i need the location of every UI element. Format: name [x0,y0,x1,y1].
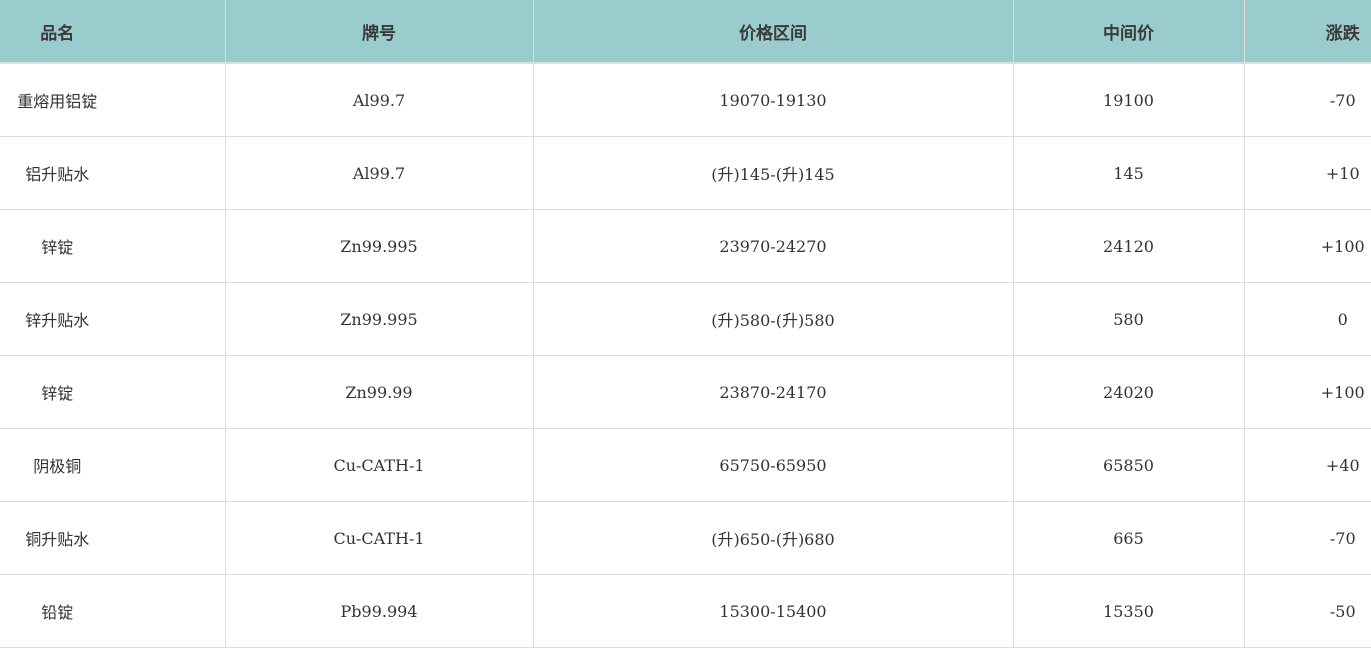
cell-product-name: 铜升贴水 [0,501,226,575]
table-row: 铅锭 Pb99.994 15300-15400 15350 -50 [0,574,1371,648]
cell-change: -70 [1244,63,1371,137]
cell-grade: Al99.7 [225,63,534,137]
cell-grade: Cu-CATH-1 [225,428,534,502]
cell-grade: Zn99.995 [225,282,534,356]
cell-grade: Cu-CATH-1 [225,501,534,575]
column-header-price-range: 价格区间 [533,0,1014,64]
cell-change: 0 [1244,282,1371,356]
cell-price-range: 15300-15400 [533,574,1014,648]
cell-mid-price: 24120 [1013,209,1245,283]
cell-price-range: (升)650-(升)680 [533,501,1014,575]
cell-price-range: 19070-19130 [533,63,1014,137]
cell-mid-price: 65850 [1013,428,1245,502]
cell-mid-price: 24020 [1013,355,1245,429]
column-header-change: 涨跌 [1244,0,1371,64]
table-row: 阴极铜 Cu-CATH-1 65750-65950 65850 +40 [0,428,1371,502]
cell-mid-price: 145 [1013,136,1245,210]
cell-product-name: 铝升贴水 [0,136,226,210]
cell-grade: Pb99.994 [225,574,534,648]
column-header-grade: 牌号 [225,0,534,64]
cell-change: +40 [1244,428,1371,502]
cell-grade: Al99.7 [225,136,534,210]
cell-mid-price: 580 [1013,282,1245,356]
cell-product-name: 锌锭 [0,209,226,283]
cell-grade: Zn99.99 [225,355,534,429]
cell-price-range: 23970-24270 [533,209,1014,283]
cell-change: +100 [1244,209,1371,283]
cell-product-name: 铅锭 [0,574,226,648]
header-row: 品名 牌号 价格区间 中间价 涨跌 [0,0,1371,64]
cell-product-name: 重熔用铝锭 [0,63,226,137]
cell-change: -50 [1244,574,1371,648]
column-header-mid-price: 中间价 [1013,0,1245,64]
table-row: 锌锭 Zn99.995 23970-24270 24120 +100 [0,209,1371,283]
table-row: 重熔用铝锭 Al99.7 19070-19130 19100 -70 [0,63,1371,137]
cell-grade: Zn99.995 [225,209,534,283]
table-row: 锌锭 Zn99.99 23870-24170 24020 +100 [0,355,1371,429]
cell-product-name: 锌升贴水 [0,282,226,356]
cell-price-range: (升)580-(升)580 [533,282,1014,356]
cell-change: -70 [1244,501,1371,575]
cell-change: +100 [1244,355,1371,429]
cell-price-range: (升)145-(升)145 [533,136,1014,210]
cell-product-name: 阴极铜 [0,428,226,502]
cell-mid-price: 665 [1013,501,1245,575]
cell-change: +10 [1244,136,1371,210]
cell-mid-price: 19100 [1013,63,1245,137]
table-row: 铝升贴水 Al99.7 (升)145-(升)145 145 +10 [0,136,1371,210]
column-header-product-name: 品名 [0,0,226,64]
cell-product-name: 锌锭 [0,355,226,429]
table-row: 锌升贴水 Zn99.995 (升)580-(升)580 580 0 [0,282,1371,356]
cell-mid-price: 15350 [1013,574,1245,648]
cell-price-range: 65750-65950 [533,428,1014,502]
table-row: 铜升贴水 Cu-CATH-1 (升)650-(升)680 665 -70 [0,501,1371,575]
cell-price-range: 23870-24170 [533,355,1014,429]
